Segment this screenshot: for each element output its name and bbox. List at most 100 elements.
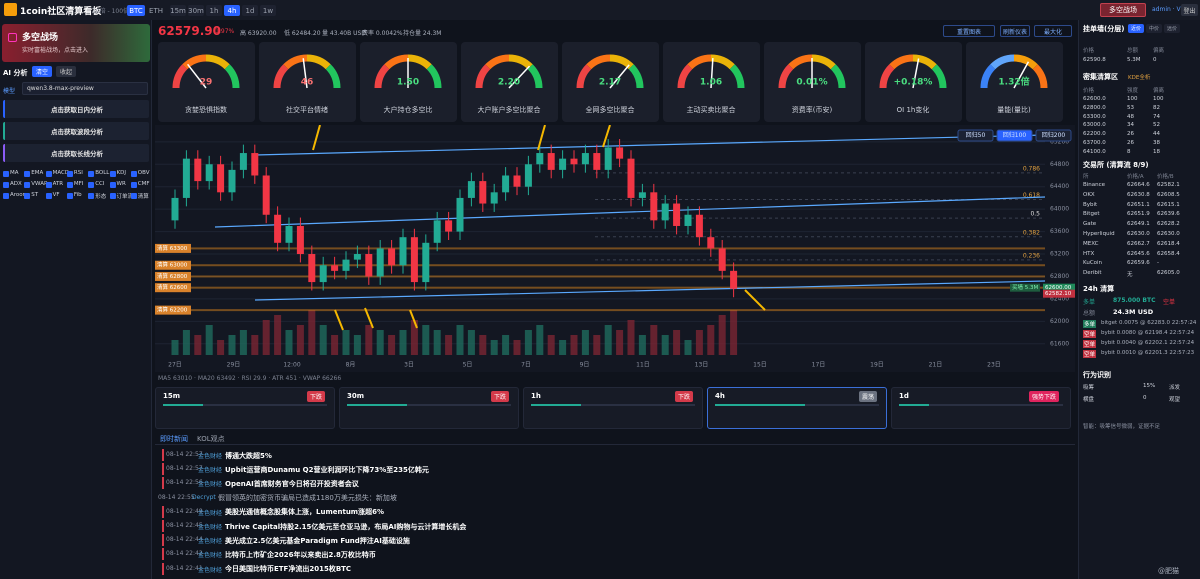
indicator-checkbox[interactable] bbox=[45, 193, 52, 199]
toolbar-button[interactable]: 最大化 bbox=[1034, 25, 1072, 37]
indicator-checkbox[interactable] bbox=[3, 193, 9, 199]
news-title[interactable]: Upbit运营商Dunamu Q2营业利润环比下降73%至235亿韩元 bbox=[225, 465, 429, 474]
indicator-checkbox[interactable] bbox=[24, 171, 31, 177]
indicator-label: BOLL bbox=[95, 170, 110, 176]
table-cell: bitget 0.0075 @ 62283.0 22:57:24 bbox=[1101, 320, 1197, 326]
interval-tab[interactable]: 1h bbox=[206, 5, 222, 16]
x-tick-label: 5日 bbox=[463, 362, 473, 369]
model-select[interactable]: qwen3.8-max-preview bbox=[22, 82, 148, 95]
indicator-checkbox[interactable] bbox=[109, 171, 116, 177]
table-cell: 62600.0 bbox=[1083, 96, 1106, 102]
analysis-button[interactable]: 点击获取波段分析 bbox=[3, 122, 149, 140]
volume-bar bbox=[536, 325, 544, 355]
gauge-arc bbox=[527, 64, 543, 89]
x-tick-label: 12:00 bbox=[283, 362, 300, 369]
gauge-arc bbox=[283, 54, 308, 70]
indicator-checkbox[interactable] bbox=[130, 171, 137, 177]
indicator-checkbox[interactable] bbox=[24, 182, 31, 188]
interval-tab[interactable]: 15m bbox=[170, 5, 186, 16]
indicator-checkbox[interactable] bbox=[88, 193, 95, 199]
indicator-checkbox[interactable] bbox=[88, 171, 95, 177]
toolbar-button[interactable]: 重置图表 bbox=[943, 25, 995, 37]
volume-bar bbox=[182, 330, 190, 355]
indicator-checkbox[interactable] bbox=[66, 182, 73, 188]
regression-button-label[interactable]: 回归50 bbox=[966, 131, 986, 139]
indicator-checkbox[interactable] bbox=[3, 182, 9, 188]
table-cell: 26 bbox=[1127, 131, 1134, 138]
gauge-value: 0.01% bbox=[796, 78, 827, 88]
user-label: admin · VIP bbox=[1152, 6, 1187, 13]
symbol-tab[interactable]: BTC bbox=[127, 5, 145, 16]
leverage: 10倍 - 100倍 bbox=[92, 8, 130, 15]
liquidation-label: 清算 63000 bbox=[157, 261, 188, 269]
indicator-checkbox[interactable] bbox=[3, 171, 9, 177]
candle-body bbox=[513, 175, 521, 187]
gauge-arc bbox=[325, 64, 341, 89]
table-header: 所 bbox=[1083, 174, 1089, 180]
table-header: 价格 bbox=[1083, 48, 1095, 54]
logout-button[interactable]: 登出 bbox=[1181, 4, 1198, 16]
indicator-checkbox[interactable] bbox=[130, 193, 137, 199]
analysis-button[interactable]: 点击获取日内分析 bbox=[3, 100, 149, 118]
news-source: 金色财经 bbox=[198, 509, 223, 517]
volume-bar bbox=[513, 340, 521, 355]
interval-tab[interactable]: 1w bbox=[260, 5, 276, 16]
table-cell: Hyperliquid bbox=[1083, 231, 1115, 237]
indicator-checkbox[interactable] bbox=[88, 182, 95, 188]
indicator-checkbox[interactable] bbox=[66, 171, 73, 177]
gauge-arc bbox=[811, 54, 836, 70]
wall-tab[interactable]: 近价 bbox=[1128, 24, 1144, 33]
indicator-checkbox[interactable] bbox=[130, 182, 137, 188]
battle-button[interactable]: 多空战场 bbox=[1100, 3, 1146, 17]
timeframe-card bbox=[707, 387, 887, 429]
toolbar-button[interactable]: 刷新仪表 bbox=[1000, 25, 1030, 37]
collapse-button[interactable]: 收起 bbox=[56, 66, 76, 77]
wall-tab[interactable]: 中价 bbox=[1146, 24, 1162, 33]
candle-body bbox=[262, 175, 270, 215]
indicator-checkbox[interactable] bbox=[109, 182, 116, 188]
volume-bar bbox=[331, 335, 339, 355]
gauge: 2.20 大户账户多空比聚合 bbox=[475, 54, 543, 114]
interval-tab[interactable]: 4h bbox=[224, 5, 240, 16]
news-title[interactable]: 假冒领英的加密货币骗局已造成1180万美元损失：新加坡 bbox=[218, 494, 397, 503]
timeframe-name: 30m bbox=[347, 392, 365, 400]
candle-body bbox=[604, 147, 612, 170]
wall-tab[interactable]: 远价 bbox=[1164, 24, 1180, 33]
banner[interactable] bbox=[2, 24, 150, 62]
news-tab[interactable]: KOL观点 bbox=[197, 435, 225, 443]
news-title[interactable]: 美光成立2.5亿美元基金Paradigm Fund押注AI基础设施 bbox=[225, 536, 410, 545]
table-cell: 无 bbox=[1127, 272, 1133, 279]
x-tick-label: 7日 bbox=[521, 362, 531, 369]
indicator-checkbox[interactable] bbox=[24, 193, 31, 199]
annotation-arrow bbox=[537, 125, 546, 151]
volume-bar bbox=[285, 330, 293, 355]
gauge-needle bbox=[710, 58, 714, 89]
regression-button-label[interactable]: 回归100 bbox=[1003, 131, 1027, 139]
news-title[interactable]: 比特币上市矿企2026年以来卖出2.8万枚比特币 bbox=[225, 550, 376, 559]
candle-body bbox=[581, 153, 589, 165]
news-title[interactable]: 今日美国比特币ETF净流出2015枚BTC bbox=[225, 565, 352, 574]
candle-body bbox=[707, 237, 715, 249]
indicator-checkbox[interactable] bbox=[45, 182, 52, 188]
candle-body bbox=[319, 265, 327, 283]
indicator-checkbox[interactable] bbox=[45, 171, 52, 177]
news-title[interactable]: 美股光通信概念股集体上涨，Lumentum涨超6% bbox=[225, 508, 384, 517]
regression-button bbox=[957, 129, 994, 142]
news-title[interactable]: 博通大跌超5% bbox=[225, 451, 272, 460]
interval-tab[interactable]: 30m bbox=[188, 5, 204, 16]
news-title[interactable]: Thrive Capital持股2.15亿美元至仓亚马逊，布局AI购物与云计算增… bbox=[225, 522, 467, 531]
analysis-button[interactable]: 点击获取长线分析 bbox=[3, 144, 149, 162]
indicator-checkbox[interactable] bbox=[66, 193, 73, 199]
clear-button[interactable]: 清空 bbox=[32, 66, 52, 77]
volume-bar bbox=[479, 335, 487, 355]
interval-tab[interactable]: 1d bbox=[242, 5, 258, 16]
gauge-card: 1.06 主动买卖比聚合 bbox=[663, 42, 760, 122]
indicator-checkbox[interactable] bbox=[109, 193, 116, 199]
news-title[interactable]: OpenAI首席财务官今日将召开投资者会议 bbox=[225, 479, 359, 488]
table-cell: 62628.2 bbox=[1157, 221, 1180, 228]
volume-bar bbox=[410, 320, 418, 355]
table-cell: 62630.0 bbox=[1157, 231, 1180, 237]
regression-button-label[interactable]: 回归200 bbox=[1042, 131, 1066, 139]
table-header: 总额 bbox=[1127, 48, 1139, 54]
symbol-tab[interactable]: ETH bbox=[149, 6, 163, 15]
